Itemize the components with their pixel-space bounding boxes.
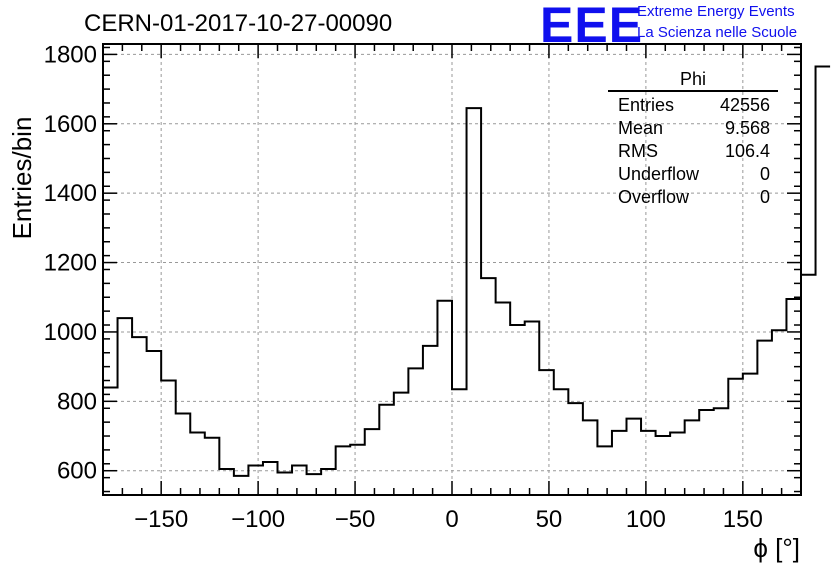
y-tick-label: 800 [57,388,97,415]
y-tick-label: 1400 [44,180,97,207]
stats-row-entries: Entries 42556 [608,94,778,117]
x-axis-label: ϕ [°] [753,533,800,563]
histogram-bin [510,325,525,495]
histogram-bin [132,337,147,495]
histogram-outline [103,65,831,477]
histogram-bin [219,469,234,495]
histogram-bin [481,278,496,495]
histogram-bin [452,389,467,495]
histogram-bin [583,420,598,495]
stats-title: Phi [608,68,778,92]
y-tick-label: 1800 [44,41,97,68]
histogram-bin [176,413,191,495]
histogram-bin [714,408,729,495]
histogram-bin [437,301,452,495]
histogram-bin [728,379,743,495]
histogram-bin [394,393,409,495]
x-tick-label: 50 [536,506,563,533]
histogram-bin [234,476,249,495]
histogram-bin [496,302,511,495]
histogram-bin [278,472,293,495]
y-tick-label: 600 [57,458,97,485]
x-tick-label: −100 [231,506,285,533]
histogram-bin [612,431,627,495]
histogram-bin [757,341,772,495]
histogram-bin [248,466,263,495]
histogram-bin [350,445,365,495]
stats-label: Overflow [618,187,690,207]
histogram-bin [321,469,336,495]
histogram-bin [656,436,671,495]
eee-logo: EEE [540,0,644,53]
histogram-bin [699,410,714,495]
histogram-bin [190,433,205,495]
histogram-bin [641,431,656,495]
histogram-bin [670,433,685,495]
histogram-bin [379,405,394,495]
histogram-bin [365,429,380,495]
histogram-bin [103,387,118,495]
x-tick-label: 150 [723,506,763,533]
histogram-bin [743,374,758,495]
histogram-bin [786,299,801,495]
stats-box: Phi Entries 42556 Mean 9.568 RMS 106.4 U… [608,68,778,209]
x-tick-label: −50 [335,506,376,533]
stats-label: Mean [618,118,664,138]
histogram-bin [307,474,322,495]
histogram-bars [103,65,831,495]
histogram-bin [263,462,278,495]
logo-subtitle-line2: La Scienza nelle Scuole [637,24,798,41]
stats-row-overflow: Overflow 0 [608,186,778,209]
histogram-bin [772,330,787,495]
histogram-bin [525,322,540,495]
histogram-bin [685,420,700,495]
x-tick-label: 100 [626,506,666,533]
stats-value: 42556 [719,95,770,115]
histogram-bin [423,346,438,495]
stats-label: RMS [618,141,658,161]
axes: −150 −100 −50 0 50 100 150 600 800 1000 1200 1400 16… [7,41,802,563]
histogram-bin [161,381,176,495]
histogram-bin [336,446,351,495]
stats-label: Entries [618,95,675,115]
y-tick-label: 1200 [44,250,97,277]
stats-row-rms: RMS 106.4 [608,140,778,163]
histogram-bin [205,438,220,495]
histogram-bin [539,370,554,495]
histogram-bin [568,403,583,495]
stats-value: 106.4 [724,141,770,161]
histogram-bin [147,351,162,495]
stats-value: 9.568 [724,118,770,138]
histogram-bin [816,67,831,495]
histogram-bin [801,275,816,495]
stats-row-mean: Mean 9.568 [608,117,778,140]
y-axis-label: Entries/bin [7,117,37,240]
y-tick-label: 1000 [44,319,97,346]
stats-row-underflow: Underflow 0 [608,163,778,186]
stats-label: Underflow [618,164,700,184]
x-tick-label: 0 [445,506,458,533]
y-tick-label: 1600 [44,111,97,138]
histogram-bin [554,389,569,495]
histogram-bin [118,318,133,495]
stats-value: 0 [759,164,770,184]
logo-subtitle-line1: Extreme Energy Events [637,3,795,20]
histogram-bin [408,368,423,495]
histogram-bin [627,419,642,495]
histogram-bin [597,446,612,495]
chart-title: CERN-01-2017-10-27-00090 [84,10,393,37]
stats-value: 0 [759,187,770,207]
histogram-bin [292,466,307,495]
x-tick-label: −150 [134,506,188,533]
histogram-bin [467,108,482,495]
